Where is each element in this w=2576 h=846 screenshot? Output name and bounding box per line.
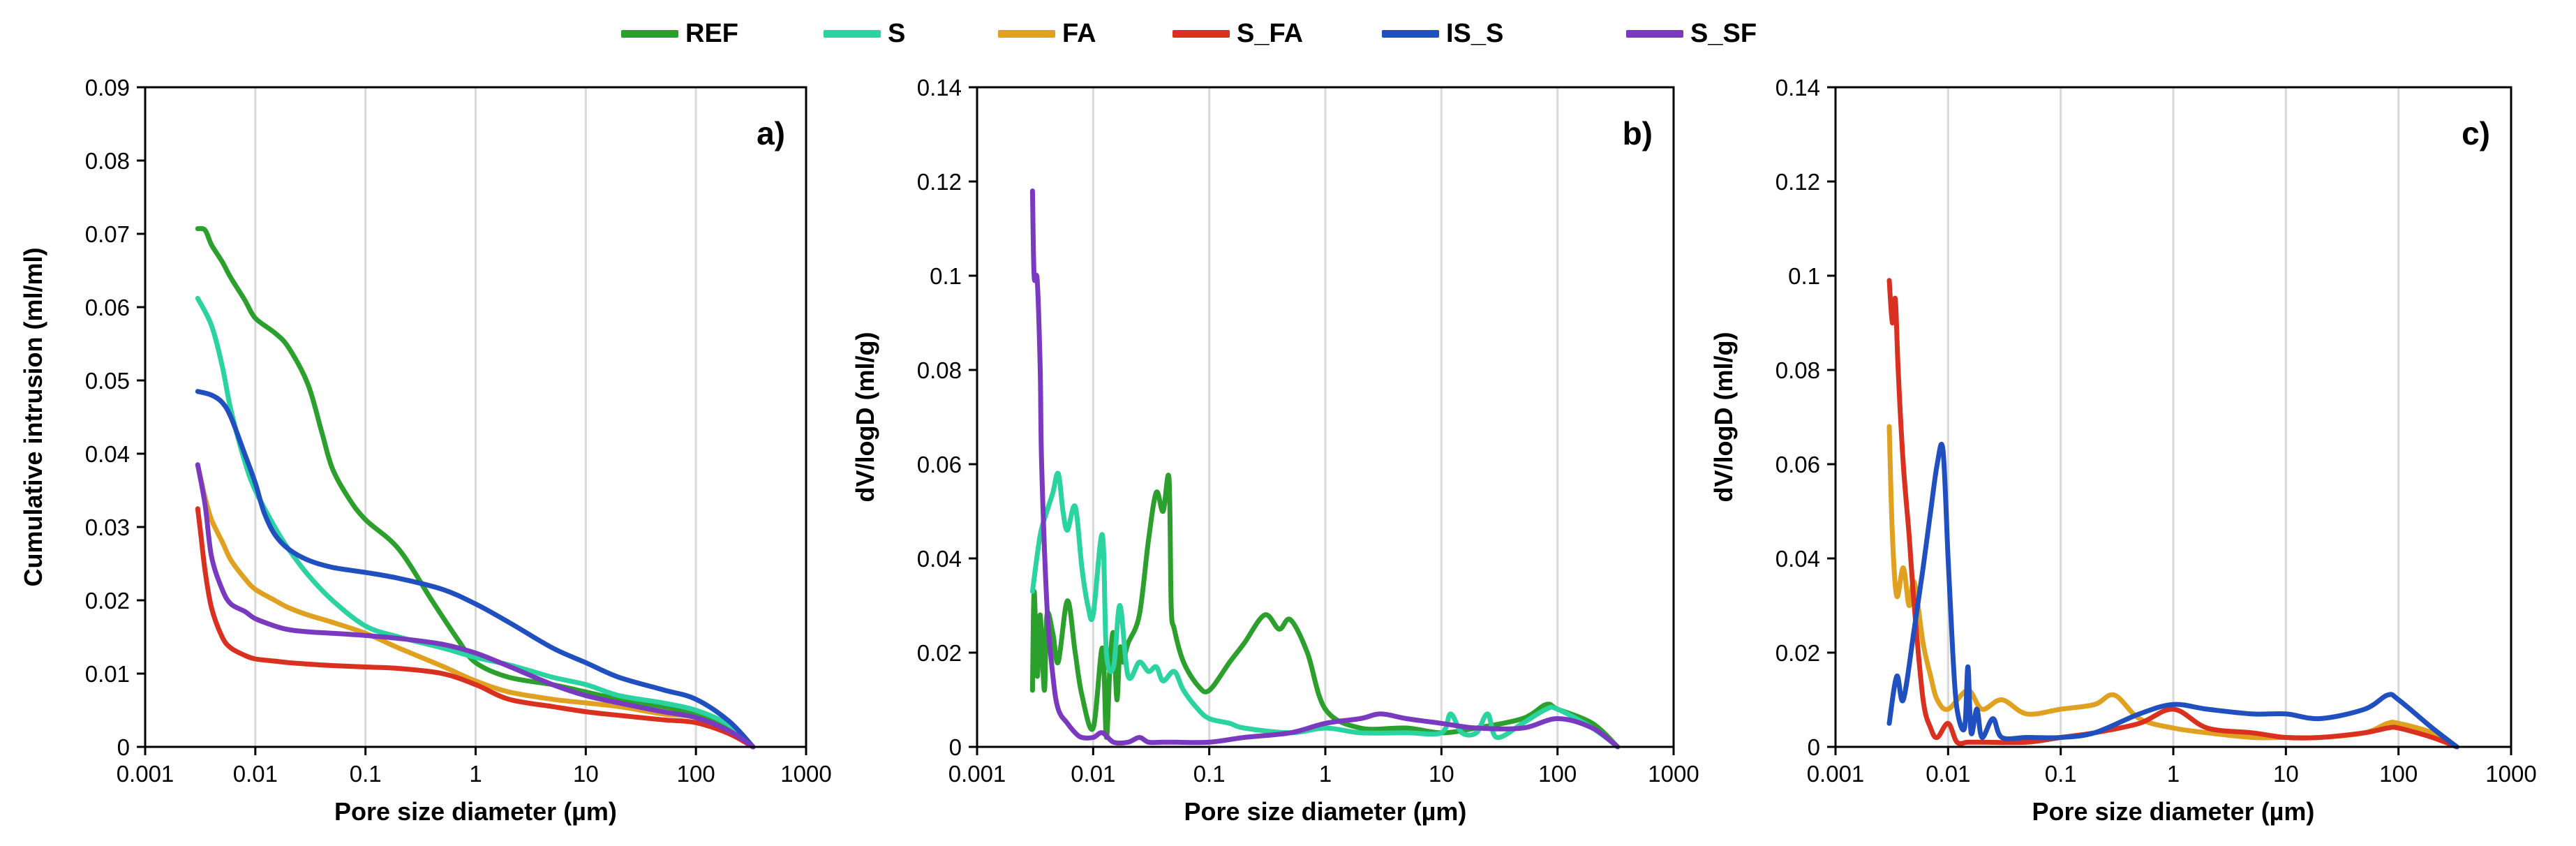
legend-swatch [1382,29,1439,38]
x-tick-label: 0.01 [1926,761,1970,787]
x-tick-label: 0.001 [117,761,174,787]
x-tick-label: 1 [469,761,482,787]
x-tick-label: 1000 [1648,761,1699,787]
y-tick-label: 0.14 [1775,75,1820,101]
legend-item-s: S [824,18,906,48]
x-tick-label: 0.1 [1193,761,1226,787]
x-tick-label: 10 [2273,761,2299,787]
panel-title: a) [757,115,785,151]
series-line-is-s [1886,442,2459,750]
x-axis-label: Pore size diameter (µm) [1184,797,1467,826]
series-line-ref [195,225,756,750]
x-tick-label: 0.001 [1807,761,1865,787]
y-tick-label: 0.12 [917,169,962,195]
x-tick-label: 0.001 [948,761,1006,787]
y-tick-label: 0.04 [917,546,962,572]
legend-label: IS_S [1446,18,1504,48]
x-tick-label: 1 [1319,761,1332,787]
legend-label: FA [1062,18,1096,48]
x-tick-label: 100 [2379,761,2418,787]
y-tick-label: 0.06 [85,295,130,320]
x-tick-label: 10 [573,761,599,787]
y-axis-label: dV/logD (ml/g) [851,332,879,503]
panel-title: b) [1623,115,1653,151]
y-tick-label: 0.1 [930,263,962,289]
legend-label: S_FA [1237,18,1304,48]
series-line-s [1029,470,1621,750]
series-line-is-s [195,389,756,750]
x-axis-label: Pore size diameter (µm) [2032,797,2315,826]
chart-panel-b: 0.001 0.01 0.1 1 10 100 1000 0 0.02 0.04 0.06 0.08 0… [851,75,1699,826]
y-tick-label: 0.08 [85,148,130,174]
legend-swatch [1172,29,1230,38]
legend-item-s-fa: S_FA [1172,18,1304,48]
legend-label: REF [685,18,738,48]
y-tick-label: 0.06 [1775,452,1820,477]
x-tick-label: 1000 [780,761,831,787]
y-tick-label: 0.05 [85,368,130,394]
x-tick-label: 0.01 [1071,761,1115,787]
panel-title: c) [2462,115,2490,151]
series-line-s-fa [1886,278,2459,750]
legend-label: S [888,18,906,48]
y-tick-label: 0.08 [917,357,962,383]
x-tick-label: 0.01 [233,761,278,787]
legend: REF S FA S_FA IS_S S_SF [0,10,2576,59]
y-tick-label: 0.12 [1775,169,1820,195]
y-tick-label: 0.06 [917,452,962,477]
y-tick-label: 0.02 [85,588,130,614]
series-line-s-sf [1029,188,1621,750]
legend-item-is-s: IS_S [1382,18,1504,48]
y-tick-label: 0.09 [85,75,130,101]
y-tick-label: 0.02 [1775,640,1820,666]
series-line-ref [1029,473,1621,750]
chart-panel-c: 0.001 0.01 0.1 1 10 100 1000 0 0.02 0.04 0.06 0.08 0… [1709,75,2537,826]
x-tick-label: 1000 [2485,761,2536,787]
legend-swatch [824,29,881,38]
y-tick-label: 0.1 [1788,263,1820,289]
x-tick-label: 0.1 [350,761,382,787]
legend-item-s-sf: S_SF [1626,18,1757,48]
y-tick-label: 0.01 [85,661,130,687]
y-tick-label: 0.02 [917,640,962,666]
y-tick-label: 0 [949,734,962,760]
series-line-s-fa [195,506,756,750]
x-tick-label: 100 [1538,761,1577,787]
legend-item-fa: FA [998,18,1096,48]
legend-swatch [621,29,678,38]
legend-swatch [998,29,1055,38]
x-axis-label: Pore size diameter (µm) [334,797,617,826]
legend-label: S_SF [1690,18,1757,48]
legend-item-ref: REF [621,18,738,48]
series-line-s-sf [195,462,756,750]
y-axis-label: Cumulative intrusion (ml/ml) [19,247,47,586]
x-tick-label: 100 [677,761,715,787]
y-tick-label: 0.08 [1775,357,1820,383]
x-tick-label: 0.1 [2045,761,2077,787]
y-tick-label: 0.04 [1775,546,1820,572]
y-tick-label: 0.04 [85,441,130,467]
y-tick-label: 0.03 [85,514,130,540]
x-tick-label: 10 [1429,761,1454,787]
y-tick-label: 0.07 [85,221,130,247]
chart-panel-a: 0.001 0.01 0.1 1 10 100 1000 0 0.01 0.02 0.03 0.04 0… [19,75,832,826]
y-tick-label: 0 [1808,734,1820,760]
y-tick-label: 0 [117,734,130,760]
x-tick-label: 1 [2167,761,2180,787]
y-axis-label: dV/logD (ml/g) [1709,332,1738,503]
legend-swatch [1626,29,1683,38]
y-tick-label: 0.14 [917,75,962,101]
